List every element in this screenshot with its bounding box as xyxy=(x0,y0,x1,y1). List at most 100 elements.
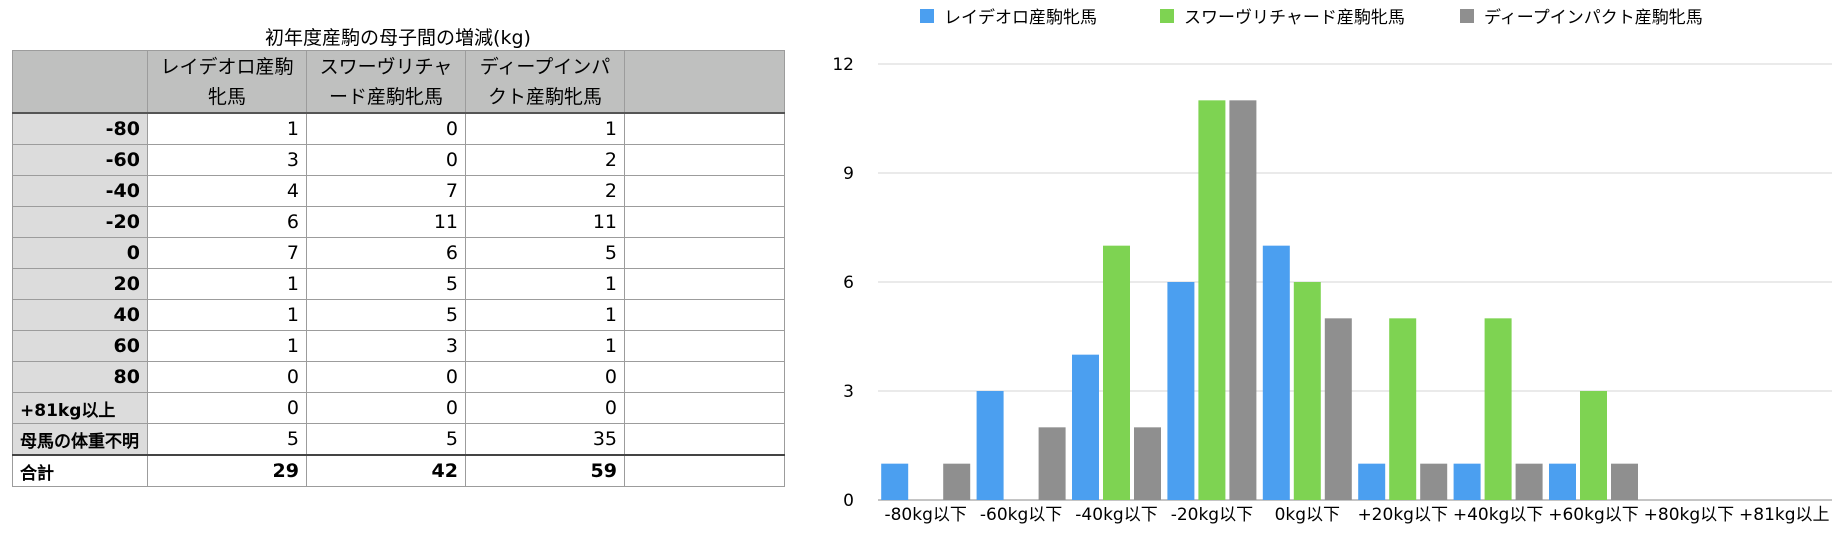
bar xyxy=(1262,245,1290,500)
bar xyxy=(943,463,971,500)
table-title: 初年度産駒の母子間の増減(kg) xyxy=(265,27,531,49)
table-cell-empty xyxy=(624,237,785,269)
row-label: -80 xyxy=(12,112,148,145)
table-cell: 3 xyxy=(306,330,466,362)
header-cell-series-2: スワーヴリチャード産駒牝馬 xyxy=(306,50,466,114)
bar xyxy=(1198,100,1226,500)
table-cell: 5 xyxy=(306,268,466,300)
legend-label: スワーヴリチャード産駒牝馬 xyxy=(1184,8,1405,28)
x-tick-label: +81kg以上 xyxy=(1739,505,1830,525)
table-cell: 35 xyxy=(465,423,625,456)
table-cell-empty xyxy=(624,423,785,456)
legend-swatch xyxy=(1160,9,1174,23)
row-label: 60 xyxy=(12,330,148,362)
table-row: +81kg以上 0 0 0 xyxy=(12,392,785,424)
row-label: -20 xyxy=(12,206,148,238)
table-row: -20 6 11 11 xyxy=(12,206,785,238)
y-tick-label: 3 xyxy=(843,382,854,402)
bar xyxy=(1358,463,1386,500)
bar xyxy=(1293,282,1321,500)
table-cell: 5 xyxy=(306,299,466,331)
table-row: -80 1 0 1 xyxy=(12,112,785,145)
table-cell: 2 xyxy=(465,144,625,176)
x-axis: -80kg以下 -60kg以下 -40kg以下 -20kg以下 0kg以下 +20kg以下… xyxy=(884,505,1829,525)
bar-chart: レイデオロ産駒牝馬 スワーヴリチャード産駒牝馬 ディープインパクト産駒牝馬 0 3 6 9… xyxy=(832,7,1832,525)
x-tick-label: -80kg以下 xyxy=(884,505,966,525)
table-row: 80 0 0 0 xyxy=(12,361,785,393)
table-cell-empty xyxy=(624,361,785,393)
bar xyxy=(1167,282,1195,500)
table-cell: 6 xyxy=(147,206,307,238)
table-cell-empty xyxy=(624,454,785,487)
x-tick-label: +80kg以下 xyxy=(1644,505,1735,525)
table-cell: 5 xyxy=(465,237,625,269)
row-label: 母馬の体重不明 xyxy=(12,423,148,456)
table-cell: 11 xyxy=(306,206,466,238)
table-cell-empty xyxy=(624,268,785,300)
total-cell: 59 xyxy=(465,454,625,487)
bar xyxy=(1580,391,1607,500)
table-cell: 6 xyxy=(306,237,466,269)
table-cell-empty xyxy=(624,144,785,176)
bar xyxy=(1515,463,1543,500)
x-tick-label: +20kg以下 xyxy=(1357,505,1448,525)
bar xyxy=(1134,427,1161,500)
table-cell: 0 xyxy=(306,144,466,176)
total-cell: 29 xyxy=(147,454,307,487)
bar xyxy=(1072,354,1099,500)
bar xyxy=(1453,463,1481,500)
table-cell-empty xyxy=(624,112,785,145)
table-cell: 1 xyxy=(465,268,625,300)
header-cell-empty xyxy=(624,50,785,114)
header-cell-corner xyxy=(12,50,148,114)
table-cell: 1 xyxy=(147,299,307,331)
row-label: -40 xyxy=(12,175,148,207)
data-table: レイデオロ産駒牝馬 スワーヴリチャード産駒牝馬 ディープインパクト産駒牝馬 -8… xyxy=(12,50,785,487)
bar xyxy=(1324,318,1352,500)
chart-gridlines xyxy=(878,63,1832,501)
x-tick-label: -40kg以下 xyxy=(1075,505,1157,525)
bar xyxy=(1611,463,1638,500)
total-label: 合計 xyxy=(12,454,148,487)
table-cell: 1 xyxy=(465,112,625,145)
bar xyxy=(1389,318,1417,500)
table-cell-empty xyxy=(624,299,785,331)
table-cell-empty xyxy=(624,206,785,238)
y-axis: 0 3 6 9 12 xyxy=(832,55,854,511)
table-row: 母馬の体重不明 5 5 35 xyxy=(12,423,785,456)
data-table-panel: 初年度産駒の母子間の増減(kg) レイデオロ産駒牝馬 スワーヴリチャード産駒牝馬… xyxy=(12,20,785,487)
table-cell: 0 xyxy=(465,392,625,424)
table-cell: 1 xyxy=(147,112,307,145)
total-cell: 42 xyxy=(306,454,466,487)
table-cell: 5 xyxy=(147,423,307,456)
x-tick-label: -60kg以下 xyxy=(980,505,1062,525)
table-cell: 1 xyxy=(465,330,625,362)
table-cell: 0 xyxy=(306,392,466,424)
legend-label: ディープインパクト産駒牝馬 xyxy=(1484,7,1703,28)
table-cell: 2 xyxy=(465,175,625,207)
legend-swatch xyxy=(920,9,934,23)
table-cell: 5 xyxy=(306,423,466,456)
table-row: 60 1 3 1 xyxy=(12,330,785,362)
table-total-row: 合計 29 42 59 xyxy=(12,454,785,487)
table-cell-empty xyxy=(624,330,785,362)
bar xyxy=(881,463,909,500)
y-tick-label: 12 xyxy=(832,55,854,75)
x-tick-label: -20kg以下 xyxy=(1171,505,1253,525)
table-cell: 0 xyxy=(147,361,307,393)
table-cell: 1 xyxy=(147,268,307,300)
table-cell-empty xyxy=(624,392,785,424)
row-label: 20 xyxy=(12,268,148,300)
row-label: 40 xyxy=(12,299,148,331)
bar xyxy=(1038,427,1066,500)
bar xyxy=(976,391,1004,500)
table-cell: 0 xyxy=(306,112,466,145)
table-cell: 11 xyxy=(465,206,625,238)
legend-label: レイデオロ産駒牝馬 xyxy=(944,7,1097,28)
table-row: -60 3 0 2 xyxy=(12,144,785,176)
bar xyxy=(1549,463,1576,500)
table-row: 20 1 5 1 xyxy=(12,268,785,300)
table-cell: 7 xyxy=(147,237,307,269)
table-cell: 1 xyxy=(147,330,307,362)
